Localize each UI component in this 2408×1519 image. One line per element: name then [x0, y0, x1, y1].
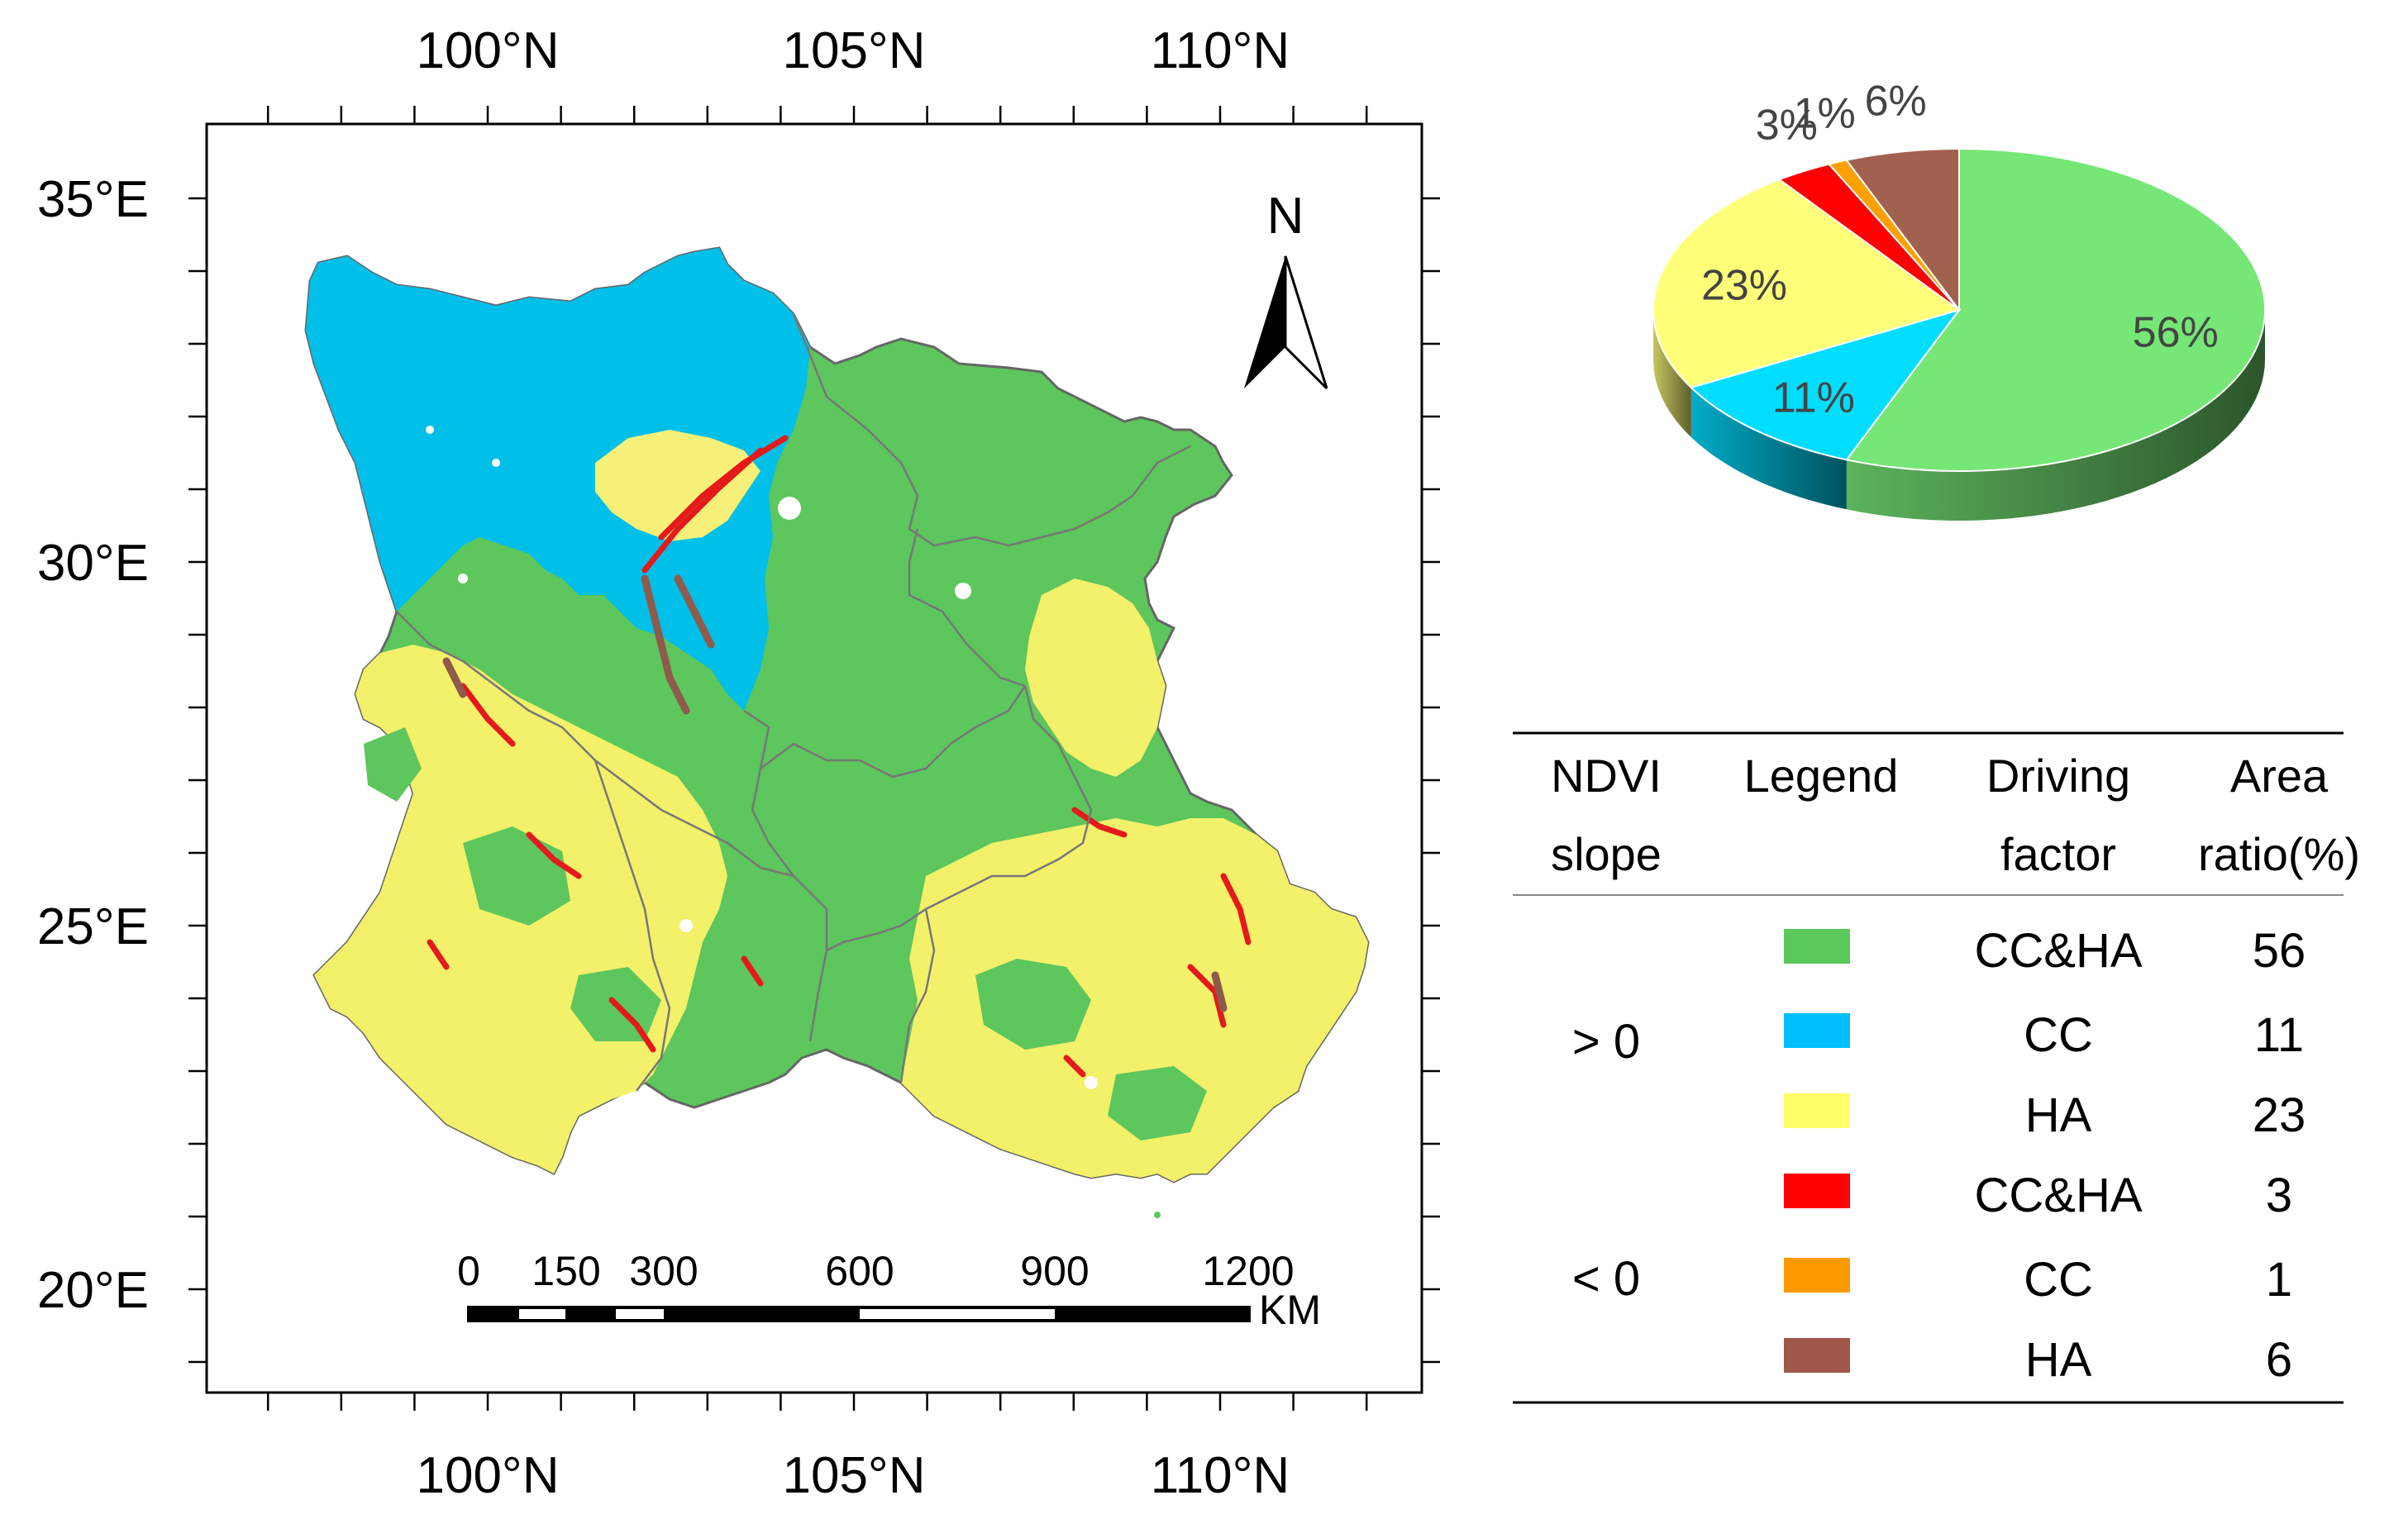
region-brown-areas [442, 574, 1228, 1012]
north-arrow: N [1244, 188, 1328, 390]
row-factor: CC&HA [1974, 924, 2142, 978]
region-green-patch-1 [975, 959, 1091, 1050]
pie-slice [1845, 147, 2266, 472]
scale-label-900: 900 [1020, 1248, 1089, 1294]
region-green-patch-2 [1108, 1066, 1207, 1140]
scale-label-600: 600 [825, 1248, 894, 1294]
bottom-tick-label-100: 100°N [416, 1447, 559, 1504]
top-tick-label-110: 110°N [1151, 22, 1290, 79]
left-tick-label-20: 20°E [37, 1262, 149, 1319]
pie-slice-label: 11% [1772, 374, 1855, 421]
legend-table: NDVI slope Legend Driving factor Area ra… [1513, 731, 2360, 1404]
pie-slice-side-shade [1846, 310, 2265, 521]
row-ratio: 11 [2254, 1008, 2304, 1062]
pie-slice-label: 56% [2133, 308, 2219, 356]
row-factor: CC [2024, 1253, 2093, 1307]
header-ndvi-slope-line1: NDVI [1551, 750, 1662, 802]
header-driving-factor-line1: Driving [1986, 750, 2130, 802]
row-factor: HA [2025, 1088, 2092, 1142]
scale-label-300: 300 [629, 1248, 698, 1294]
legend-swatch-cc-ha-neg [1784, 1174, 1850, 1208]
row-factor: HA [2025, 1333, 2092, 1387]
row-factor: CC&HA [1974, 1169, 2142, 1222]
pie-slice-label: 3% [1756, 101, 1818, 149]
group-slope-negative: < 0 [1572, 1252, 1640, 1306]
region-red-streaks [427, 435, 1252, 1078]
island-dot [1154, 1212, 1161, 1218]
legend-swatch-cc-neg [1784, 1258, 1850, 1293]
pie-slice-label: 23% [1701, 261, 1787, 309]
region-ha-east [1025, 579, 1166, 777]
row-ratio: 23 [2253, 1088, 2306, 1142]
scale-label-1200: 1200 [1202, 1248, 1294, 1294]
legend-swatch-ha-pos [1784, 1093, 1850, 1128]
header-ndvi-slope-line2: slope [1551, 828, 1662, 880]
pie-slice-label: 1% [1794, 90, 1856, 138]
row-ratio: 56 [2253, 924, 2306, 978]
top-tick-label-105: 105°N [782, 22, 925, 79]
map-ticks [188, 106, 1440, 1411]
pie-slice-side-shade [1653, 310, 1691, 437]
study-area-raster [304, 246, 1370, 1218]
bottom-tick-label-110: 110°N [1151, 1447, 1290, 1504]
north-label: N [1267, 188, 1304, 245]
legend-swatch-ha-neg [1784, 1338, 1850, 1373]
header-legend: Legend [1744, 750, 1899, 802]
pie-sides [1653, 310, 2265, 521]
pie-labels: 56% 11% 23% 3%1% 6% [1701, 77, 2219, 421]
pie-chart: 56% 11% 23% 3%1% 6% [1652, 77, 2266, 521]
pie-slice [1689, 308, 1962, 461]
pie-slice [1845, 147, 1960, 312]
group-slope-positive: > 0 [1572, 1015, 1640, 1069]
legend-swatch-cc-pos [1784, 1013, 1850, 1048]
legend-swatch-cc-ha-pos [1784, 929, 1850, 964]
scale-label-0: 0 [457, 1248, 480, 1294]
left-tick-label-30: 30°E [37, 535, 149, 592]
left-tick-label-25: 25°E [37, 898, 149, 955]
pie-slice-label: 6% [1865, 77, 1927, 125]
top-tick-label-100: 100°N [416, 22, 559, 79]
pie-top [1652, 147, 2266, 472]
region-green-patch-5 [364, 727, 422, 802]
scale-label-150: 150 [532, 1248, 600, 1294]
scale-unit: KM [1259, 1287, 1321, 1333]
row-ratio: 6 [2266, 1333, 2292, 1387]
region-ha-north [595, 430, 761, 541]
row-ratio: 1 [2266, 1253, 2292, 1307]
pie-slice [1652, 179, 1962, 389]
scale-bar: 0 150 300 600 900 1200 KM [457, 1248, 1321, 1333]
region-ha-se [901, 818, 1368, 1182]
region-white-speckles [426, 426, 1098, 1089]
header-driving-factor-line2: factor [2000, 828, 2116, 880]
bottom-tick-label-105: 105°N [782, 1447, 925, 1504]
map-panel: 100°N 105°N 110°N 100°N 105°N 110°N 35°E… [37, 22, 1440, 1504]
header-area-ratio-line2: ratio(%) [2198, 828, 2360, 880]
row-ratio: 3 [2266, 1169, 2292, 1222]
row-factor: CC [2024, 1008, 2093, 1062]
province-borders [396, 313, 1191, 1092]
header-area-ratio-line1: Area [2230, 750, 2329, 802]
left-tick-label-35: 35°E [37, 171, 149, 228]
pie-slice-side-shade [1690, 387, 1847, 510]
north-arrow-icon [1244, 256, 1285, 388]
